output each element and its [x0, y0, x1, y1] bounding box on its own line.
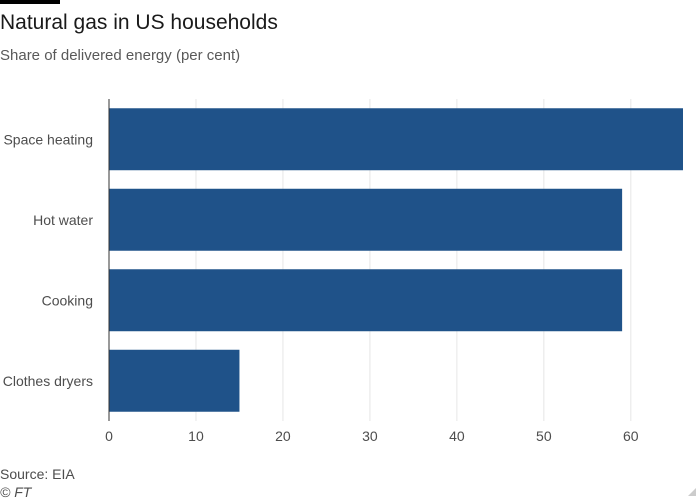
bar-chart: 0 10 20 30 40 50 60 Space heating Hot water Cook…	[3, 99, 683, 444]
x-axis: 0 10 20 30 40 50 60	[105, 99, 639, 444]
bars	[109, 108, 683, 412]
x-tick-label: 10	[188, 428, 204, 444]
bar	[109, 349, 240, 412]
title-top-rule	[0, 0, 60, 4]
copyright-credit: © FT	[0, 484, 32, 500]
x-tick-label: 60	[623, 428, 639, 444]
x-tick-label: 50	[536, 428, 552, 444]
category-label: Hot water	[33, 212, 93, 228]
bar	[109, 188, 623, 251]
chart-title: Natural gas in US households	[0, 11, 278, 34]
x-tick-label: 30	[362, 428, 378, 444]
category-label: Clothes dryers	[3, 373, 93, 389]
x-tick-label: 20	[275, 428, 291, 444]
x-tick-label: 0	[105, 428, 113, 444]
bar	[109, 269, 623, 332]
x-tick-label: 40	[449, 428, 465, 444]
category-label: Space heating	[3, 131, 93, 147]
source-note: Source: EIA	[0, 466, 75, 482]
category-label: Cooking	[42, 292, 93, 308]
category-labels: Space heating Hot water Cooking Clothes dry…	[3, 131, 94, 389]
bar	[109, 108, 683, 171]
chart-subtitle: Share of delivered energy (per cent)	[0, 47, 241, 64]
corner-triangle-icon	[688, 488, 696, 496]
